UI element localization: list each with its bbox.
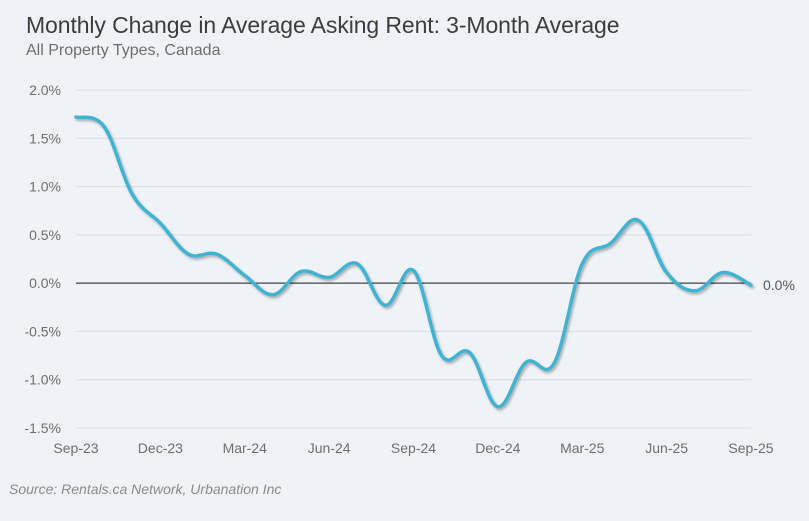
end-value-label: 0.0%: [763, 277, 795, 293]
x-tick-label: Dec-24: [475, 440, 520, 456]
grid-lines: [76, 89, 751, 429]
y-tick-label: 0.5%: [29, 227, 61, 243]
x-tick-label: Jun-25: [645, 440, 688, 456]
y-tick-label: -1.5%: [24, 420, 61, 436]
x-tick-label: Jun-24: [308, 440, 351, 456]
series-group: [74, 115, 753, 409]
x-tick-label: Sep-24: [391, 440, 436, 456]
end-label-group: 0.0%: [763, 277, 795, 293]
y-tick-label: -0.5%: [24, 323, 61, 339]
x-tick-label: Mar-25: [560, 440, 605, 456]
y-tick-label: -1.0%: [24, 372, 61, 388]
x-tick-label: Sep-23: [53, 440, 98, 456]
y-tick-label: 0.0%: [29, 275, 61, 291]
x-axis-ticks: Sep-23 Dec-23 Mar-24 Jun-24 Sep-24 Dec-24 Mar-…: [53, 440, 773, 456]
y-axis-ticks: 2.0% 1.5% 1.0% 0.5% 0.0% -0.5% -1.0% -1.5%: [24, 82, 61, 436]
chart-subtitle: All Property Types, Canada: [26, 42, 221, 59]
x-tick-label: Mar-24: [223, 440, 268, 456]
y-tick-label: 1.0%: [29, 179, 61, 195]
series-line: [74, 115, 753, 409]
source-note: Source: Rentals.ca Network, Urbanation I…: [9, 481, 282, 497]
y-tick-label: 1.5%: [29, 130, 61, 146]
x-tick-label: Sep-25: [728, 440, 773, 456]
x-tick-label: Dec-23: [138, 440, 183, 456]
chart-title: Monthly Change in Average Asking Rent: 3…: [26, 12, 620, 38]
y-tick-label: 2.0%: [29, 82, 61, 98]
